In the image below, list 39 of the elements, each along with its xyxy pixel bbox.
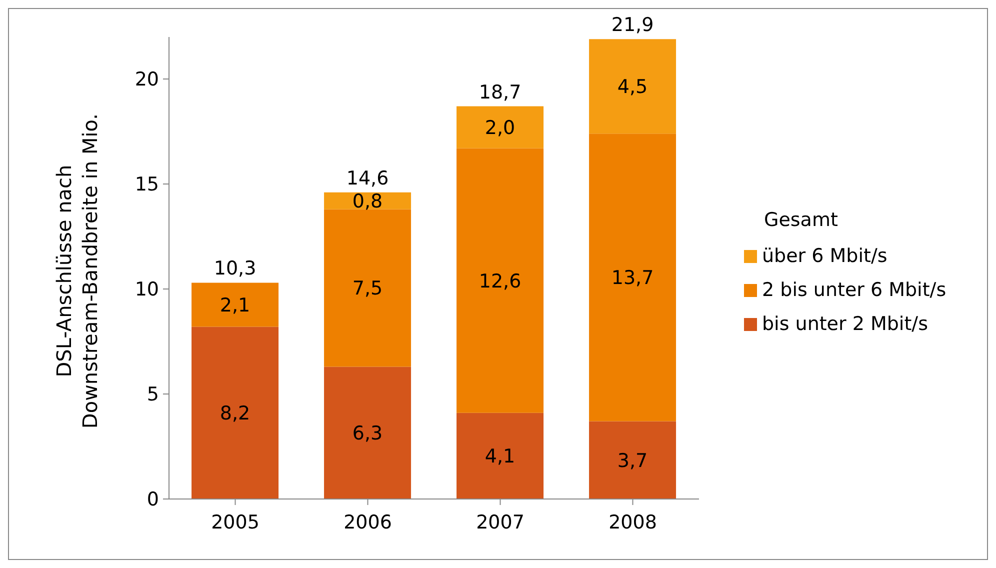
legend-label: 2 bis unter 6 Mbit/s <box>762 279 946 301</box>
legend-title: Gesamt <box>764 209 839 231</box>
data-label: 0,8 <box>352 190 383 213</box>
total-label: 14,6 <box>346 167 389 190</box>
legend-label: bis unter 2 Mbit/s <box>762 313 928 335</box>
data-label: 13,7 <box>611 267 654 290</box>
bar <box>456 148 544 413</box>
y-tick-label: 20 <box>134 68 159 91</box>
bar <box>324 209 412 367</box>
bar <box>192 326 279 499</box>
y-tick-label: 15 <box>134 174 159 196</box>
data-label: 3,7 <box>617 450 648 472</box>
data-label: 4,1 <box>484 446 516 468</box>
data-label: 12,6 <box>478 270 522 292</box>
total-label: 10,3 <box>214 258 256 280</box>
bar <box>589 421 676 499</box>
data-label: 6,3 <box>352 422 383 445</box>
data-label: 8,2 <box>220 402 250 425</box>
y-tick-label: 10 <box>134 278 159 301</box>
data-label: 4,5 <box>617 76 648 98</box>
bar <box>324 366 412 499</box>
total-label: 21,9 <box>611 14 654 36</box>
y-tick-label: 5 <box>146 384 159 406</box>
data-label: 2,0 <box>484 117 516 140</box>
legend-label: über 6 Mbit/s <box>762 245 888 267</box>
x-tick-label: 2007 <box>476 511 524 534</box>
bar <box>589 39 676 134</box>
total-label: 18,7 <box>478 81 522 104</box>
x-tick-label: 2006 <box>344 511 392 534</box>
y-tick-label: 0 <box>146 488 159 511</box>
x-tick-label: 2005 <box>211 511 260 534</box>
data-label: 7,5 <box>352 278 383 300</box>
bar <box>589 134 676 422</box>
bar <box>192 282 279 327</box>
bar <box>456 106 544 148</box>
y-axis-title: DSL-Anschlüsse nach Downstream-Bandbreite in Mio. <box>51 112 103 431</box>
bar <box>456 412 544 499</box>
data-label: 2,1 <box>220 294 250 316</box>
x-tick-label: 2008 <box>608 511 657 534</box>
